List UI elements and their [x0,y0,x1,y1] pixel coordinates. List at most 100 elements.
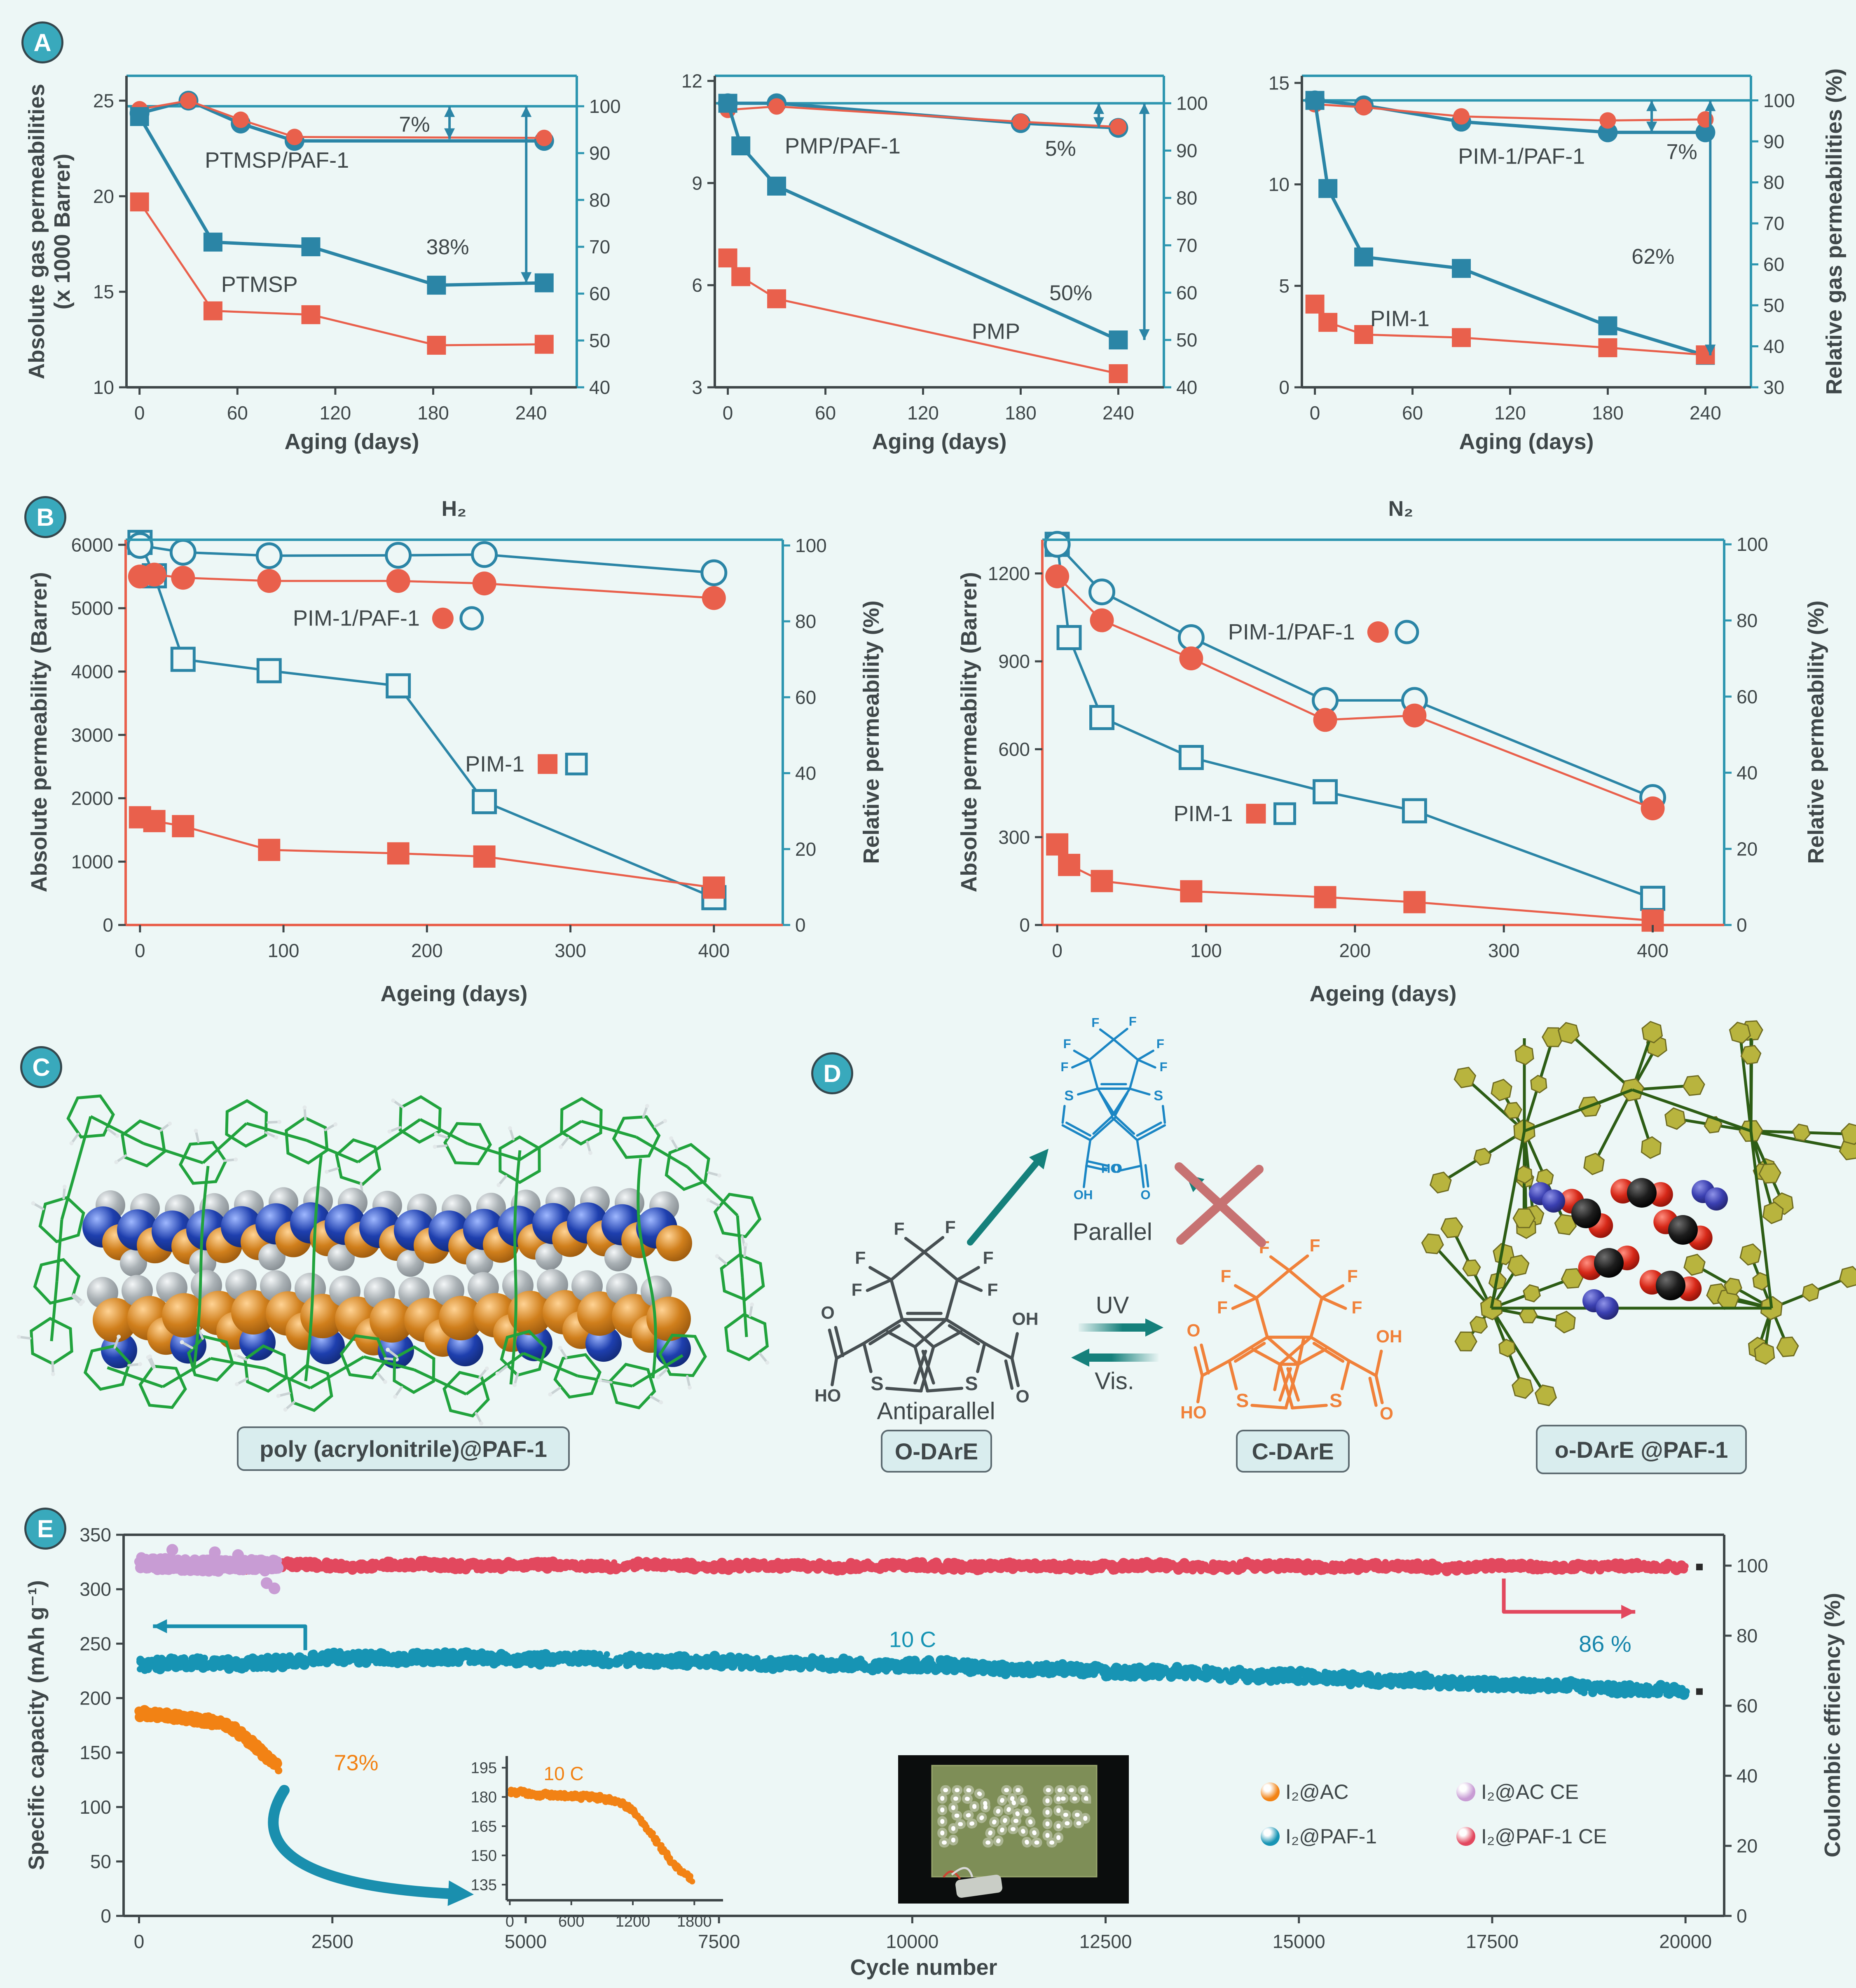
svg-text:0: 0 [1737,1905,1747,1927]
panel-b1-title: H₂ [441,497,467,521]
capacity-inset-arrow [268,1785,474,1906]
legend-item-i2ac: I₂@AC [1261,1780,1349,1804]
legend-label: I₂@AC [1285,1780,1349,1803]
svg-text:100: 100 [80,1796,111,1818]
legend-label: I₂@AC CE [1481,1780,1579,1803]
i2paf1-marker-icon [1261,1827,1280,1846]
chart-cycling: 10 C 86 %73%0 2500 5000 7500 10000 12500 15000 1… [80,1524,1768,1952]
cdare-caption: C-DArE [1236,1430,1350,1473]
svg-text:40: 40 [1737,762,1758,784]
svg-text:5000: 5000 [505,1931,547,1952]
svg-text:100: 100 [1763,90,1795,111]
panel-e-ylabel-left: Specific capacity (mAh g⁻¹) [24,1580,49,1870]
svg-text:5%: 5% [1045,137,1076,161]
panel-c-badge: C [20,1046,62,1088]
svg-text:62%: 62% [1631,245,1674,269]
uv-label: UV [1095,1292,1129,1319]
svg-text:120: 120 [320,402,351,424]
svg-text:70: 70 [1176,234,1197,256]
svg-text:80: 80 [1763,172,1784,193]
svg-text:400: 400 [1637,940,1669,961]
svg-text:60: 60 [815,402,836,424]
svg-text:17500: 17500 [1466,1931,1519,1952]
i2ac-ce-marker-icon [1456,1782,1475,1801]
svg-text:60: 60 [1763,254,1784,275]
svg-text:7500: 7500 [698,1931,740,1952]
svg-text:20: 20 [1737,1835,1758,1857]
svg-text:40: 40 [1737,1765,1758,1787]
odare-caption: O-DArE [881,1430,992,1473]
svg-text:200: 200 [80,1688,111,1709]
svg-text:20: 20 [795,838,816,860]
svg-text:100: 100 [1737,534,1768,555]
svg-text:25: 25 [93,90,114,111]
svg-text:0: 0 [1019,914,1030,936]
svg-text:300: 300 [80,1578,111,1600]
svg-text:240: 240 [1690,402,1721,424]
svg-text:0: 0 [723,402,733,424]
svg-text:20000: 20000 [1659,1931,1712,1952]
vis-label: Vis. [1095,1367,1134,1395]
svg-text:0: 0 [1279,377,1290,398]
svg-text:60: 60 [795,686,816,708]
svg-text:240: 240 [1102,402,1134,424]
antiparallel-label: Antiparallel [877,1398,995,1425]
svg-text:350: 350 [80,1524,111,1545]
svg-text:15000: 15000 [1273,1931,1325,1952]
svg-text:0: 0 [1052,940,1063,961]
panel-b-badge: B [24,496,66,538]
svg-text:120: 120 [907,402,939,424]
legend-label: I₂@PAF-1 [1285,1825,1377,1848]
svg-text:7%: 7% [399,112,430,136]
panel-b2-ylabel-right: Relative permeability (%) [1804,600,1828,864]
svg-text:15: 15 [93,281,114,302]
svg-text:30: 30 [1763,377,1784,398]
svg-text:90: 90 [1763,131,1784,152]
svg-text:3: 3 [692,377,702,398]
svg-text:40: 40 [1176,377,1197,398]
band-#f28214 [134,1705,283,1775]
svg-text:38%: 38% [426,235,469,259]
band-#f28214 [507,1786,695,1885]
panel-e-badge: E [24,1508,66,1550]
svg-text:60: 60 [1402,402,1423,424]
panel-a-ylabel-right: Relative gas permeabilities (%) [1822,68,1847,395]
svg-text:40: 40 [1763,336,1784,357]
svg-text:200: 200 [1339,940,1371,961]
panel-e-ylabel-right: Coulombic efficiency (%) [1820,1592,1845,1858]
svg-text:250: 250 [80,1633,111,1654]
band-#c89cd4 [134,1544,284,1595]
svg-text:20: 20 [1737,838,1758,859]
svg-text:40: 40 [795,763,816,784]
svg-text:PMP/PAF-1: PMP/PAF-1 [785,133,901,158]
panel-a2-xlabel: Aging (days) [872,429,1007,454]
svg-text:60: 60 [1176,282,1197,303]
svg-text:180: 180 [1592,402,1624,424]
legend-item-i2paf1-ce: I₂@PAF-1 CE [1456,1824,1607,1848]
svg-text:PIM-1/PAF-1: PIM-1/PAF-1 [1228,620,1355,644]
svg-text:300: 300 [555,940,586,961]
svg-text:50: 50 [589,330,610,351]
svg-text:0: 0 [103,914,113,936]
svg-text:90: 90 [1176,140,1197,162]
svg-text:12: 12 [681,70,702,91]
svg-text:9: 9 [692,172,702,194]
svg-text:600: 600 [998,738,1030,760]
svg-text:PMP: PMP [972,319,1020,344]
svg-text:10 C: 10 C [889,1627,936,1652]
panel-b1-ylabel-left: Absolute permeability (Barrer) [27,572,51,892]
legend-item-i2paf1: I₂@PAF-1 [1261,1824,1377,1848]
legend-item-i2ac-ce: I₂@AC CE [1456,1780,1579,1804]
svg-text:6: 6 [692,274,702,296]
svg-text:50: 50 [1176,329,1197,351]
svg-text:0: 0 [101,1905,111,1927]
svg-text:50%: 50% [1049,281,1092,305]
svg-text:150: 150 [80,1742,111,1763]
panel-a-ylabel-line1: Absolute gas permeabilities [24,84,49,379]
photoswitch-arrows [967,1149,1266,1367]
